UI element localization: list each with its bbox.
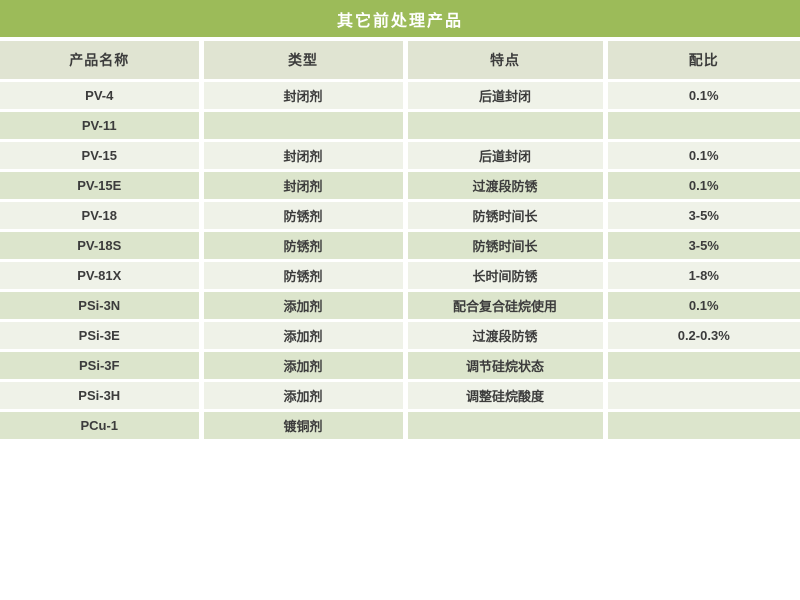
cell-feature	[405, 410, 608, 442]
cell-product-name: PSi-3N	[0, 290, 204, 322]
table-row: PCu-1 镀铜剂	[0, 410, 800, 442]
cell-type: 添加剂	[201, 290, 408, 322]
table-row: PV-18 防锈剂 防锈时间长 3-5%	[0, 200, 800, 232]
cell-type: 添加剂	[201, 350, 408, 382]
cell-product-name: PV-81X	[0, 260, 204, 292]
header-product-name: 产品名称	[0, 41, 204, 82]
cell-product-name: PV-18S	[0, 230, 204, 262]
cell-ratio: 0.1%	[605, 140, 800, 172]
cell-feature	[405, 110, 608, 142]
table-row: PV-81X 防锈剂 长时间防锈 1-8%	[0, 260, 800, 292]
cell-product-name: PV-15E	[0, 170, 204, 202]
table-row: PV-4 封闭剂 后道封闭 0.1%	[0, 80, 800, 112]
cell-ratio	[605, 350, 800, 382]
table-row: PV-11	[0, 110, 800, 142]
cell-feature: 配合复合硅烷使用	[405, 290, 608, 322]
cell-type: 镀铜剂	[201, 410, 408, 442]
cell-type: 防锈剂	[201, 230, 408, 262]
table-row: PSi-3F 添加剂 调节硅烷状态	[0, 350, 800, 382]
cell-type: 封闭剂	[201, 80, 408, 112]
cell-ratio	[605, 380, 800, 412]
cell-feature: 调节硅烷状态	[405, 350, 608, 382]
product-table: 产品名称 类型 特点 配比 PV-4 封闭剂 后道封闭 0.1% PV-11 P…	[0, 41, 800, 442]
table-row: PSi-3N 添加剂 配合复合硅烷使用 0.1%	[0, 290, 800, 322]
cell-type: 防锈剂	[201, 260, 408, 292]
cell-product-name: PSi-3H	[0, 380, 204, 412]
table-row: PSi-3E 添加剂 过渡段防锈 0.2-0.3%	[0, 320, 800, 352]
header-type: 类型	[201, 41, 408, 82]
cell-product-name: PV-15	[0, 140, 204, 172]
cell-product-name: PSi-3E	[0, 320, 204, 352]
cell-feature: 防锈时间长	[405, 230, 608, 262]
cell-ratio: 0.1%	[605, 290, 800, 322]
cell-ratio: 1-8%	[605, 260, 800, 292]
cell-product-name: PV-18	[0, 200, 204, 232]
table-row: PV-18S 防锈剂 防锈时间长 3-5%	[0, 230, 800, 262]
table-row: PSi-3H 添加剂 调整硅烷酸度	[0, 380, 800, 412]
page-title: 其它前处理产品	[336, 12, 463, 30]
cell-feature: 调整硅烷酸度	[405, 380, 608, 412]
cell-product-name: PV-4	[0, 80, 204, 112]
cell-product-name: PV-11	[0, 110, 204, 142]
cell-ratio: 0.1%	[605, 170, 800, 202]
cell-feature: 过渡段防锈	[405, 170, 608, 202]
header-row: 产品名称 类型 特点 配比	[0, 41, 800, 82]
cell-ratio: 0.1%	[605, 80, 800, 112]
table-row: PV-15 封闭剂 后道封闭 0.1%	[0, 140, 800, 172]
cell-product-name: PCu-1	[0, 410, 204, 442]
cell-type: 添加剂	[201, 380, 408, 412]
cell-feature: 长时间防锈	[405, 260, 608, 292]
cell-ratio: 3-5%	[605, 230, 800, 262]
cell-type: 封闭剂	[201, 140, 408, 172]
cell-feature: 过渡段防锈	[405, 320, 608, 352]
cell-feature: 防锈时间长	[405, 200, 608, 232]
cell-ratio	[605, 110, 800, 142]
cell-type: 防锈剂	[201, 200, 408, 232]
cell-type	[201, 110, 408, 142]
cell-type: 封闭剂	[201, 170, 408, 202]
cell-feature: 后道封闭	[405, 80, 608, 112]
header-feature: 特点	[405, 41, 608, 82]
cell-ratio	[605, 410, 800, 442]
header-ratio: 配比	[605, 41, 800, 82]
table-row: PV-15E 封闭剂 过渡段防锈 0.1%	[0, 170, 800, 202]
title-bar: 其它前处理产品	[0, 0, 800, 37]
cell-product-name: PSi-3F	[0, 350, 204, 382]
cell-feature: 后道封闭	[405, 140, 608, 172]
cell-ratio: 3-5%	[605, 200, 800, 232]
cell-type: 添加剂	[201, 320, 408, 352]
cell-ratio: 0.2-0.3%	[605, 320, 800, 352]
